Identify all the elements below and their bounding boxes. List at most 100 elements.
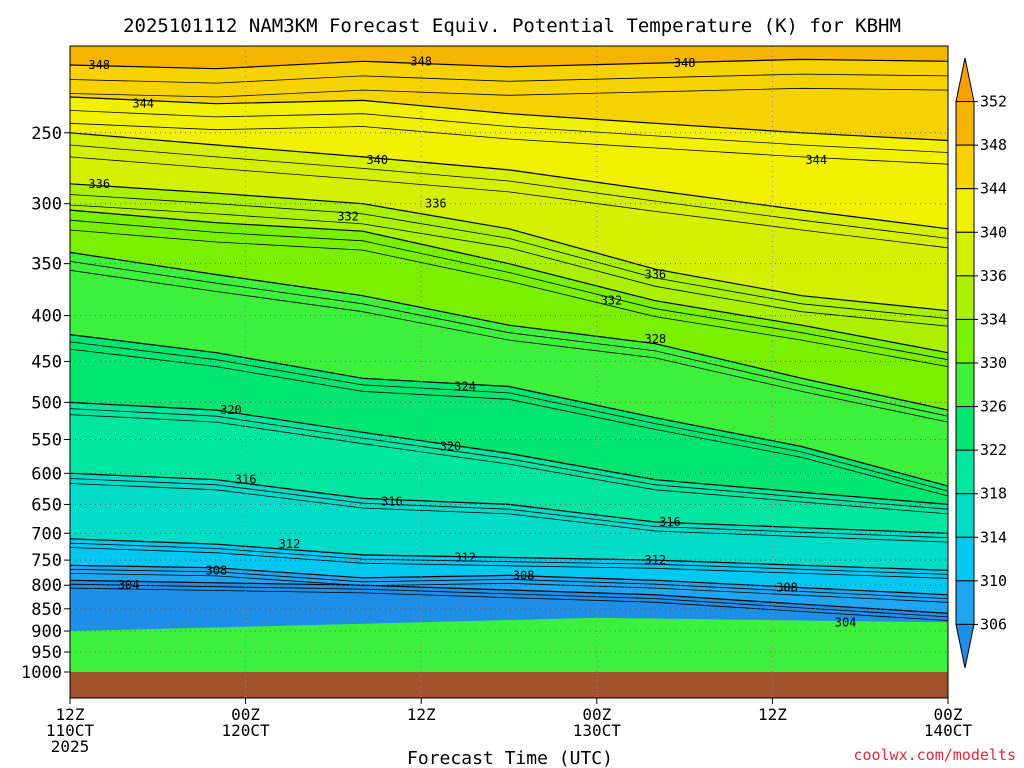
colorbar-cell: [955, 493, 975, 538]
contour-minor: [69, 73, 949, 84]
contour-label: 344: [805, 153, 827, 167]
contour-332: [69, 209, 949, 354]
contour-minor: [69, 348, 949, 497]
colorbar-cell: [955, 362, 975, 408]
contour-minor: [69, 547, 949, 579]
colorbar-cell: [955, 536, 975, 582]
contour-lines: 348 348 3483443443403363363363323323283243…: [69, 54, 949, 629]
colorbar-label: 314: [980, 528, 1007, 546]
contour-label: 308: [513, 568, 535, 582]
colorbar-label: 326: [980, 398, 1007, 416]
contour-316: [69, 472, 949, 534]
colorbar-label: 352: [980, 93, 1007, 111]
y-tick-label: 400: [31, 307, 62, 327]
contour-minor: [69, 269, 949, 423]
x-tick-hour-label: 12Z: [56, 705, 85, 724]
contour-328: [69, 251, 949, 411]
y-tick-label: 450: [31, 352, 62, 372]
y-tick-label: 650: [31, 495, 62, 515]
contour-label: 316: [659, 515, 681, 529]
colorbar-cell: [955, 275, 975, 320]
x-tick-hour-label: 12Z: [758, 705, 787, 724]
x-tick-year-label: 2025: [51, 737, 90, 756]
contour-minor: [69, 204, 949, 327]
credit-text: coolwx.com/modelts: [853, 746, 1016, 764]
colorbar-label: 340: [980, 223, 1007, 241]
y-tick-label: 300: [31, 195, 62, 215]
contour-340: [69, 132, 949, 230]
y-tick-label: 850: [31, 600, 62, 620]
y-tick-label: 1000: [21, 663, 62, 683]
contour-label: 312: [454, 551, 476, 565]
y-tick-label: 950: [31, 643, 62, 663]
contour-minor: [69, 478, 949, 539]
contour-label: 344: [132, 97, 154, 111]
contour-label: 304: [835, 615, 857, 629]
x-tick-date-label: 110CT: [46, 721, 95, 740]
contour-344: [69, 96, 949, 142]
contour-336: [69, 183, 949, 312]
y-tick-label: 500: [31, 393, 62, 413]
colorbar-cell: [955, 318, 975, 364]
contour-label: 312: [279, 537, 301, 551]
y-tick-label: 550: [31, 430, 62, 450]
x-tick-date-label: 130CT: [573, 721, 622, 740]
y-tick-label: 800: [31, 576, 62, 596]
colorbar-cell: [955, 580, 975, 625]
contour-label: 324: [454, 380, 476, 394]
contour-312: [69, 538, 949, 571]
contour-320: [69, 401, 949, 505]
contour-label: 316: [235, 473, 257, 487]
x-tick-hour-label: 12Z: [407, 705, 436, 724]
contour-minor: [69, 194, 949, 319]
contour-label: 304: [118, 578, 140, 592]
fill-band-surface: [70, 617, 948, 672]
contour-324: [69, 334, 949, 487]
contour-minor: [69, 156, 949, 249]
contour-minor: [69, 568, 949, 599]
contour-minor: [69, 408, 949, 510]
contour-minor: [69, 229, 949, 367]
contour-label: 348: [88, 58, 110, 72]
ground-surface: [70, 672, 948, 698]
colorbar-label: 344: [980, 180, 1007, 198]
y-tick-label: 900: [31, 622, 62, 642]
y-tick-label: 750: [31, 551, 62, 571]
contour-label: 332: [337, 209, 359, 223]
contour-minor: [69, 122, 949, 165]
colorbar-cell: [955, 623, 975, 669]
plot-frame: [69, 45, 949, 699]
contour-label: 336: [644, 268, 666, 282]
contour-label: 316: [381, 494, 403, 508]
contour-minor: [69, 573, 949, 603]
colorbar-label: 334: [980, 310, 1007, 328]
x-tick-date-label: 120CT: [222, 721, 271, 740]
colorbar-cell: [955, 231, 975, 277]
contour-label: 308: [205, 563, 227, 577]
contour-308: [69, 564, 949, 596]
contour-label: 320: [220, 403, 242, 417]
axes: 2503003504004505005506006507007508008509…: [21, 45, 973, 756]
contour-minor: [69, 587, 949, 621]
x-tick-hour-label: 00Z: [582, 705, 611, 724]
y-tick-label: 600: [31, 464, 62, 484]
colorbar-cell: [955, 57, 975, 103]
x-tick-date-label: 140CT: [924, 721, 973, 740]
contour-label: 348: [674, 56, 696, 70]
y-tick-label: 250: [31, 124, 62, 144]
contour-minor: [69, 87, 949, 98]
contour-label: 336: [88, 177, 110, 191]
colorbar-cell: [955, 101, 975, 146]
colorbar-label: 330: [980, 354, 1007, 372]
contour-minor: [69, 583, 949, 618]
colorbar-label: 310: [980, 572, 1007, 590]
colorbar-cell: [955, 144, 975, 190]
contour-minor: [69, 542, 949, 575]
colorbar: 352 348 344 340 336 334 330 326 322 318 314 310 306: [955, 57, 1007, 669]
colorbar-label: 336: [980, 267, 1007, 285]
contour-minor: [69, 110, 949, 153]
colorbar-label: 348: [980, 136, 1007, 154]
contour-label: 332: [601, 294, 623, 308]
colorbar-label: 322: [980, 441, 1007, 459]
